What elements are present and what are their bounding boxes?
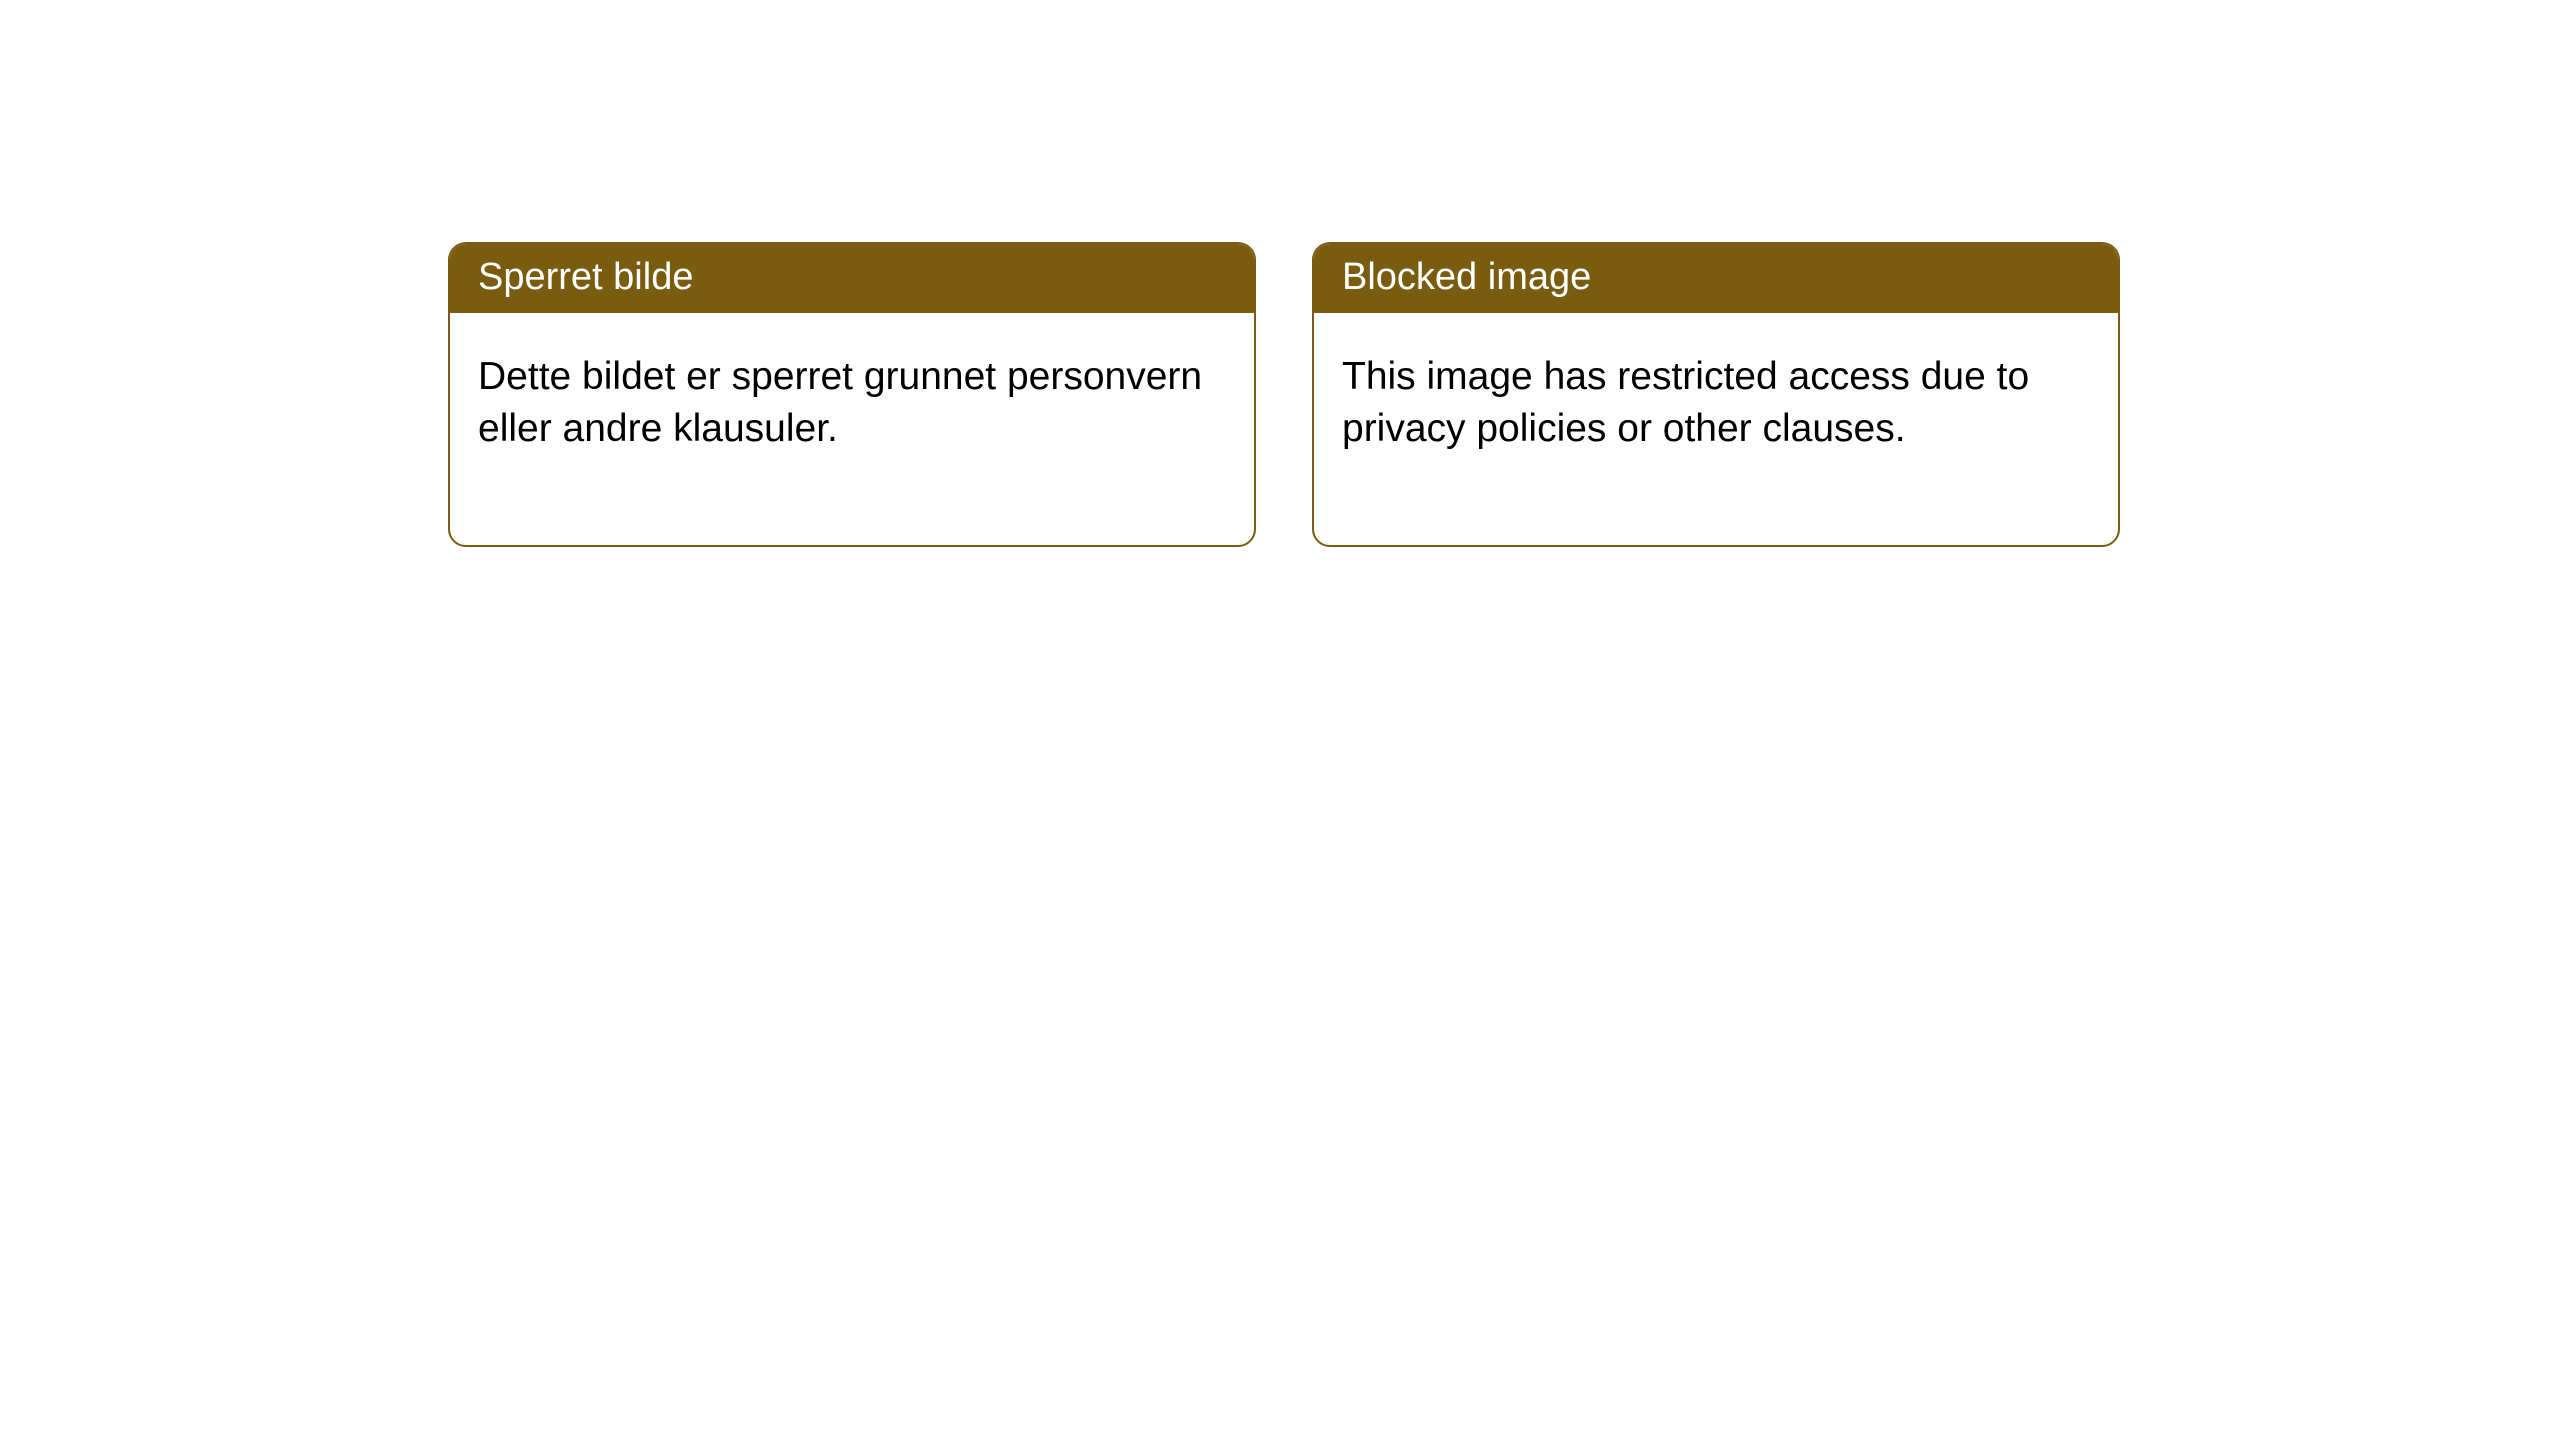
blocked-image-card-en: Blocked image This image has restricted … (1312, 242, 2120, 547)
cards-container: Sperret bilde Dette bildet er sperret gr… (0, 0, 2560, 547)
card-body: This image has restricted access due to … (1314, 313, 2118, 545)
card-header: Sperret bilde (450, 244, 1254, 313)
blocked-image-card-no: Sperret bilde Dette bildet er sperret gr… (448, 242, 1256, 547)
card-title: Blocked image (1342, 256, 1591, 298)
card-header: Blocked image (1314, 244, 2118, 313)
card-body: Dette bildet er sperret grunnet personve… (450, 313, 1254, 545)
card-body-text: This image has restricted access due to … (1342, 355, 2029, 450)
card-title: Sperret bilde (478, 256, 693, 298)
card-body-text: Dette bildet er sperret grunnet personve… (478, 355, 1202, 450)
